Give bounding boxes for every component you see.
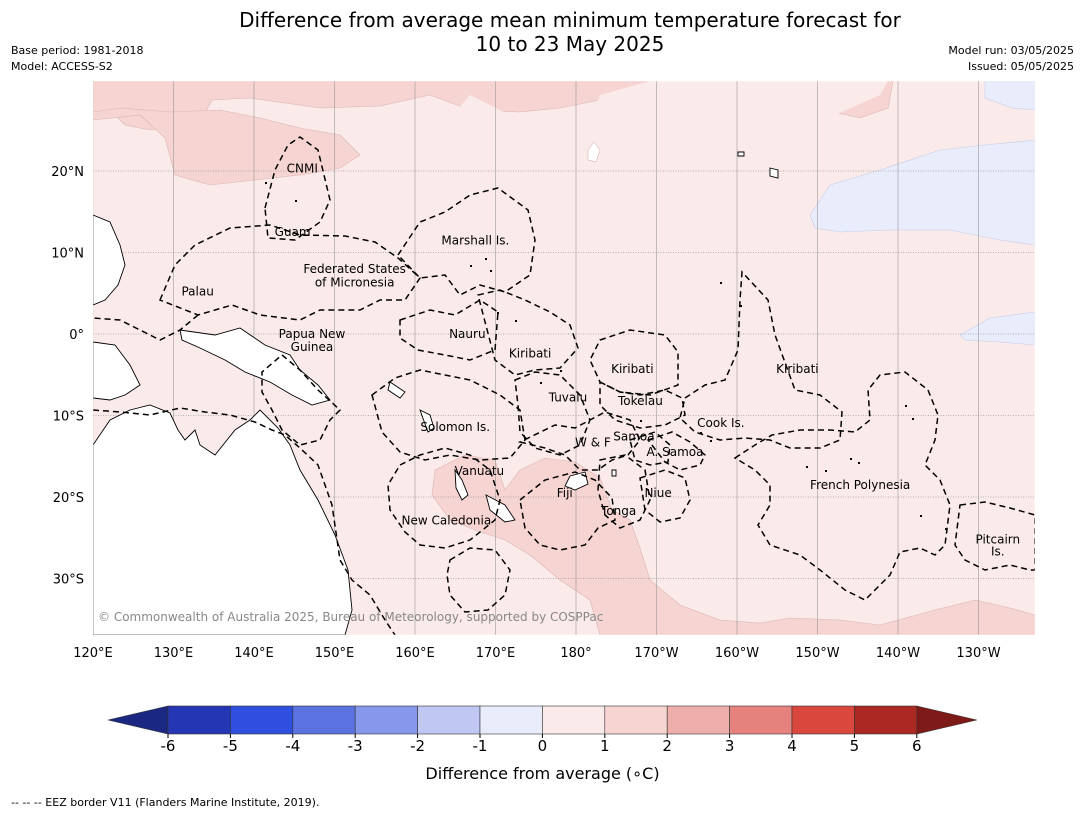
region-label: Papua New: [279, 327, 346, 341]
region-label: Solomon Is.: [420, 420, 490, 434]
map-border: [92, 80, 1036, 636]
colorbar-bin: [854, 705, 918, 735]
base-period: Base period: 1981-2018: [11, 44, 144, 57]
colorbar-bin: [417, 705, 481, 735]
region-label: French Polynesia: [810, 478, 910, 492]
longitude-tick-label: 160°W: [715, 646, 759, 661]
colorbar-bin: [791, 705, 855, 735]
longitude-tick-label: 160°E: [395, 646, 435, 661]
colorbar-tick-label: 3: [725, 737, 735, 755]
longitude-tick-label: 150°W: [795, 646, 839, 661]
region-label: Kiribati: [776, 362, 818, 376]
region-label: Federated States: [303, 262, 405, 276]
colorbar-bin: [292, 705, 356, 735]
latitude-ticks: 20°N 10°N 0° 10°S 20°S 30°S: [51, 165, 84, 588]
region-label: Kiribati: [611, 362, 653, 376]
region-label: Vanuatu: [455, 464, 505, 478]
model-name: Model: ACCESS-S2: [11, 60, 113, 73]
colorbar-bin: [354, 705, 418, 735]
longitude-tick-label: 130°E: [154, 646, 194, 661]
model-run: Model run: 03/05/2025: [948, 44, 1074, 57]
region-label: Tokelau: [617, 394, 663, 408]
colorbar-tick-label: 2: [662, 737, 672, 755]
region-label: A. Samoa: [647, 445, 704, 459]
latitude-tick-label: 30°S: [53, 573, 84, 588]
region-label: CNMI: [287, 162, 318, 176]
latitude-tick-label: 20°N: [51, 165, 84, 180]
longitude-tick-label: 120°E: [73, 646, 113, 661]
region-label: Nauru: [449, 327, 485, 341]
small-islands: [265, 182, 947, 530]
region-label: Cook Is.: [697, 416, 744, 430]
colorbar-title-text: Difference from average (: [425, 764, 633, 783]
colorbar-bin: [167, 705, 231, 735]
colorbar-tick-label: -2: [410, 737, 425, 755]
region-label: W & F: [575, 435, 611, 449]
longitude-tick-label: 150°E: [315, 646, 355, 661]
eez-footnote: -- -- -- EEZ border V11 (Flanders Marine…: [11, 796, 320, 809]
colorbar: -6 -5 -4 -3 -2 -1 0 1 2 3 4 5 6: [107, 705, 977, 755]
colorbar-tick-label: 4: [787, 737, 797, 755]
colorbar-tick-label: -4: [285, 737, 300, 755]
longitude-tick-label: 170°W: [634, 646, 678, 661]
base-period-info: Base period: 1981-2018 Model: ACCESS-S2: [11, 43, 143, 75]
region-label: Niue: [644, 486, 671, 500]
colorbar-tick-label: 6: [912, 737, 922, 755]
colorbar-tick-label: -5: [223, 737, 238, 755]
copyright-notice: © Commonwealth of Australia 2025, Bureau…: [98, 610, 603, 624]
colorbar-bin: [542, 705, 606, 735]
region-label: Samoa: [613, 430, 654, 444]
colorbar-title: Difference from average (∘C): [0, 764, 1085, 783]
colorbar-bin: [479, 705, 543, 735]
colorbar-tick-label: -1: [473, 737, 488, 755]
longitude-tick-label: 170°E: [476, 646, 516, 661]
region-label: Guinea: [291, 340, 334, 354]
title-line-2: 10 to 23 May 2025: [475, 32, 665, 56]
colorbar-tick-label: 1: [600, 737, 610, 755]
colorbar-tick-label: 5: [850, 737, 860, 755]
region-label: of Micronesia: [315, 276, 395, 290]
latitude-tick-label: 10°S: [53, 410, 84, 425]
title-line-1: Difference from average mean minimum tem…: [239, 8, 901, 32]
longitude-tick-label: 130°W: [956, 646, 1000, 661]
region-label: Marshall Is.: [441, 233, 509, 247]
colorbar-bin: [729, 705, 793, 735]
latitude-tick-label: 10°N: [51, 247, 84, 262]
region-label: Kiribati: [509, 347, 551, 361]
colorbar-under-arrow: [107, 705, 169, 735]
colorbar-tick-label: -6: [161, 737, 176, 755]
coastlines: [93, 151, 779, 635]
longitude-ticks: 120°E 130°E 140°E 150°E 160°E 170°E 180° 170°W 1…: [73, 646, 1000, 661]
longitude-tick-label: 140°E: [234, 646, 274, 661]
colorbar-bin: [604, 705, 668, 735]
colorbar-tick-label: -3: [348, 737, 363, 755]
map-title: Difference from average mean minimum tem…: [0, 8, 1085, 56]
map-frame: © Commonwealth of Australia 2025, Bureau…: [93, 81, 1035, 635]
latitude-tick-label: 20°S: [53, 491, 84, 506]
latitude-tick-label: 0°: [69, 328, 84, 343]
colorbar-over-arrow: [916, 705, 977, 735]
colorbar-title-unit: ∘C): [632, 764, 660, 783]
run-info: Model run: 03/05/2025 Issued: 05/05/2025: [948, 43, 1074, 75]
colorbar-bin: [230, 705, 294, 735]
colorbar-tick-label: 0: [538, 737, 548, 755]
eez-borders: [93, 136, 1035, 635]
region-label: Is.: [991, 545, 1005, 559]
issued-date: Issued: 05/05/2025: [967, 60, 1074, 73]
graticule: [93, 81, 1035, 635]
region-label: Tonga: [600, 504, 636, 518]
region-label: Guam: [275, 225, 311, 239]
longitude-tick-label: 180°: [560, 646, 591, 661]
region-label: Palau: [181, 285, 213, 299]
region-label: Fiji: [557, 486, 573, 500]
longitude-tick-label: 140°W: [876, 646, 920, 661]
region-label: Tuvalu: [548, 391, 588, 405]
region-label: Pitcairn: [976, 532, 1021, 546]
region-label: New Caledonia: [402, 514, 492, 528]
colorbar-bin: [666, 705, 730, 735]
